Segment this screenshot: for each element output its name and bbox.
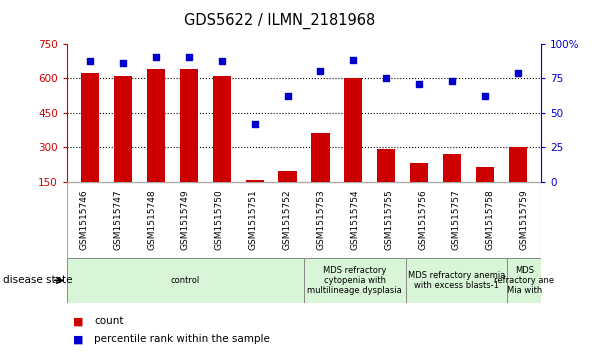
- Point: [316, 68, 325, 74]
- Point: [513, 70, 523, 76]
- Point: [85, 58, 95, 64]
- Text: ■: ■: [73, 334, 83, 344]
- Text: control: control: [171, 276, 200, 285]
- Text: MDS refractory
cytopenia with
multilineage dysplasia: MDS refractory cytopenia with multilinea…: [308, 265, 402, 295]
- Text: MDS
refractory ane
Mia with: MDS refractory ane Mia with: [494, 265, 554, 295]
- Point: [184, 54, 193, 60]
- Text: GSM1515747: GSM1515747: [113, 189, 122, 250]
- Text: GSM1515757: GSM1515757: [452, 189, 461, 250]
- Bar: [114, 76, 132, 182]
- Text: GSM1515748: GSM1515748: [147, 189, 156, 250]
- Point: [381, 75, 391, 81]
- Text: MDS refractory anemia
with excess blasts-1: MDS refractory anemia with excess blasts…: [408, 271, 505, 290]
- Bar: [180, 69, 198, 182]
- Bar: [344, 78, 362, 182]
- Point: [283, 93, 292, 99]
- Text: count: count: [94, 316, 124, 326]
- Bar: [278, 171, 297, 182]
- Text: GSM1515758: GSM1515758: [486, 189, 495, 250]
- Bar: [378, 149, 395, 182]
- Text: GSM1515755: GSM1515755: [384, 189, 393, 250]
- Point: [118, 60, 128, 66]
- Text: disease state: disease state: [3, 276, 72, 285]
- Point: [480, 93, 490, 99]
- Text: GSM1515750: GSM1515750: [215, 189, 224, 250]
- Text: GSM1515756: GSM1515756: [418, 189, 427, 250]
- Text: GSM1515746: GSM1515746: [79, 189, 88, 250]
- Text: GSM1515759: GSM1515759: [520, 189, 529, 250]
- Point: [348, 57, 358, 63]
- Bar: [509, 147, 527, 182]
- Bar: [443, 154, 461, 182]
- Point: [250, 121, 260, 126]
- Bar: [410, 163, 428, 182]
- Bar: [406, 258, 507, 303]
- Text: ■: ■: [73, 316, 83, 326]
- Text: GSM1515754: GSM1515754: [350, 189, 359, 250]
- Point: [447, 78, 457, 84]
- Bar: [311, 133, 330, 182]
- Bar: [507, 258, 541, 303]
- Bar: [476, 167, 494, 182]
- Text: GSM1515753: GSM1515753: [316, 189, 325, 250]
- Bar: [213, 76, 230, 182]
- Bar: [147, 69, 165, 182]
- Text: GSM1515751: GSM1515751: [249, 189, 258, 250]
- Bar: [67, 258, 304, 303]
- Point: [415, 81, 424, 86]
- Text: GDS5622 / ILMN_2181968: GDS5622 / ILMN_2181968: [184, 13, 375, 29]
- Text: GSM1515752: GSM1515752: [283, 189, 292, 250]
- Point: [151, 54, 161, 60]
- Point: [217, 58, 227, 64]
- Bar: [81, 73, 99, 182]
- Text: percentile rank within the sample: percentile rank within the sample: [94, 334, 270, 344]
- Bar: [304, 258, 406, 303]
- Bar: [246, 180, 264, 182]
- Text: GSM1515749: GSM1515749: [181, 189, 190, 250]
